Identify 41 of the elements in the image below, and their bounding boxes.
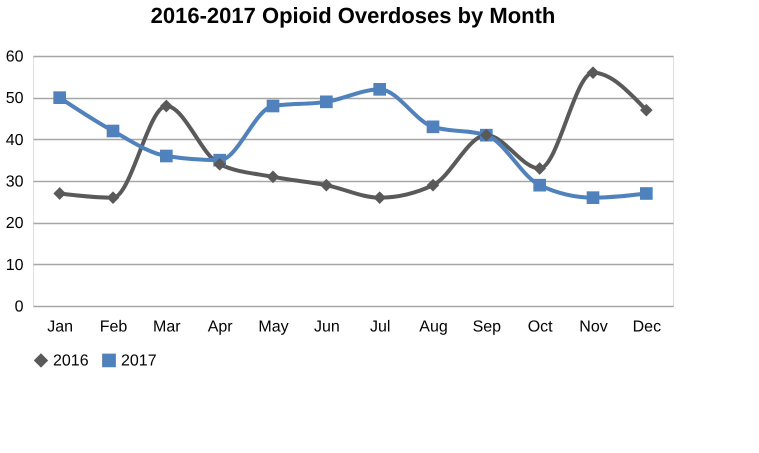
- point: [640, 187, 653, 200]
- point: [426, 178, 440, 192]
- point: [266, 100, 280, 112]
- x-tick-label: Feb: [100, 318, 128, 336]
- y-tick-label: 40: [6, 132, 24, 149]
- point: [640, 104, 653, 116]
- point: [586, 66, 600, 79]
- point: [373, 83, 386, 96]
- y-tick-label: 10: [6, 256, 24, 274]
- point: [320, 178, 333, 192]
- point: [106, 124, 120, 138]
- x-tick-label: Sep: [472, 318, 502, 336]
- legend-label: 2016: [53, 352, 89, 370]
- y-tick-label: 20: [6, 215, 24, 232]
- point: [53, 91, 66, 104]
- y-tick-label: 0: [14, 298, 24, 316]
- legend-label: 2017: [121, 352, 157, 370]
- chart-title: 2016-2017 Opioid Overdoses by Month: [150, 3, 556, 28]
- point: [160, 100, 173, 112]
- x-tick-label: Dec: [632, 318, 662, 336]
- point: [586, 191, 600, 204]
- x-tick-label: Jul: [370, 318, 390, 336]
- x-tick-label: May: [258, 318, 289, 336]
- x-tick-label: Mar: [153, 318, 182, 336]
- point: [160, 150, 173, 162]
- x-tick-label: Nov: [579, 318, 608, 336]
- point: [533, 178, 546, 192]
- x-tick-label: Oct: [528, 318, 554, 336]
- point: [533, 162, 546, 175]
- point: [320, 96, 333, 108]
- x-tick-label: Aug: [419, 318, 448, 336]
- y-tick-label: 60: [6, 48, 24, 66]
- point: [53, 187, 66, 200]
- x-tick-label: Jun: [314, 318, 340, 336]
- y-tick-label: 50: [6, 90, 24, 108]
- x-tick-label: Apr: [208, 318, 234, 336]
- point: [213, 158, 226, 171]
- point: [426, 120, 440, 134]
- point: [266, 170, 280, 184]
- x-tick-label: Jan: [47, 318, 74, 336]
- y-tick-label: 30: [6, 174, 24, 190]
